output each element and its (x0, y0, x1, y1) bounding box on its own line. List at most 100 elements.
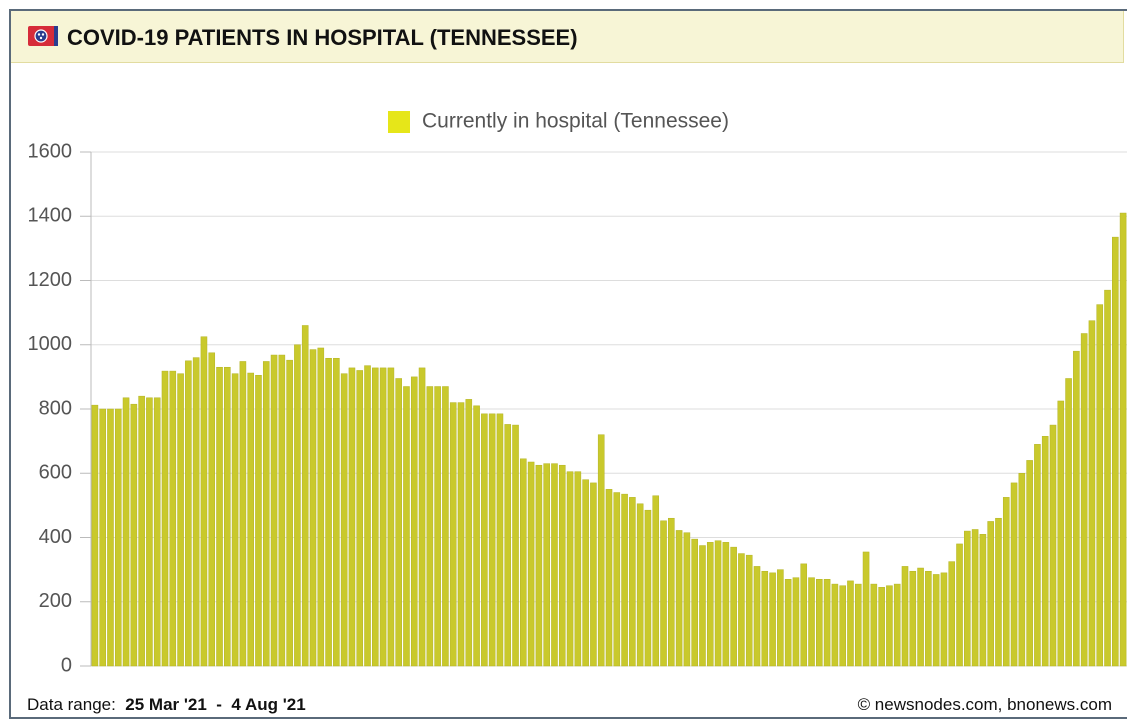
bar (925, 570, 932, 667)
bar (1080, 333, 1088, 667)
bar (1010, 482, 1018, 667)
bar (372, 367, 379, 667)
bar (496, 413, 504, 667)
bar (917, 567, 924, 667)
bar (668, 517, 675, 667)
bar (208, 352, 216, 667)
bar (621, 493, 628, 667)
data-range: Data range: 25 Mar '21 - 4 Aug '21 (27, 695, 306, 715)
bar (543, 463, 550, 667)
bar (1026, 460, 1033, 667)
bar (410, 376, 418, 667)
bar (605, 489, 613, 667)
bar (107, 408, 114, 667)
bar (465, 399, 473, 667)
bar (379, 367, 387, 667)
bar (138, 395, 145, 667)
bar (1041, 436, 1049, 667)
bar (340, 373, 348, 667)
bar (403, 386, 410, 667)
bar (738, 553, 745, 667)
bar (932, 574, 940, 667)
bar (262, 361, 270, 667)
bar (699, 545, 706, 667)
bar (247, 372, 254, 667)
bar (301, 325, 309, 667)
bar (948, 561, 956, 667)
bar (1065, 378, 1072, 667)
header: COVID-19 PATIENTS IN HOSPITAL (TENNESSEE… (11, 11, 1124, 63)
y-tick-label: 1600 (28, 140, 73, 162)
bar (893, 583, 901, 667)
bar (426, 386, 434, 667)
bar (488, 413, 496, 667)
bar (1057, 400, 1065, 667)
bar (854, 583, 862, 667)
bar (987, 521, 994, 667)
bar (979, 534, 987, 667)
bar (558, 464, 566, 667)
bar (130, 403, 138, 667)
bar (473, 405, 480, 667)
bar (995, 517, 1002, 667)
bar (551, 463, 558, 667)
y-tick-label: 1200 (28, 269, 73, 291)
bar (761, 570, 769, 667)
bar (418, 367, 426, 667)
bar (317, 347, 325, 667)
bar (847, 580, 854, 667)
y-tick-label: 1000 (28, 333, 73, 355)
bar (652, 495, 660, 667)
bar (870, 583, 878, 667)
bar (239, 361, 247, 667)
bar (784, 579, 792, 667)
bar (1119, 212, 1127, 667)
bar (831, 583, 839, 667)
bar (231, 373, 239, 667)
frame (9, 9, 1127, 719)
bar (1034, 444, 1041, 667)
y-tick-label: 600 (39, 462, 72, 484)
bar (613, 492, 621, 667)
bar (99, 408, 106, 667)
bar (333, 357, 340, 667)
bar (520, 458, 527, 667)
y-tick-label: 400 (39, 526, 72, 548)
bar (675, 530, 683, 667)
bar (714, 540, 722, 667)
bar (294, 344, 301, 667)
range-label: Data range: (27, 695, 116, 714)
title: COVID-19 PATIENTS IN HOSPITAL (TENNESSEE… (67, 25, 578, 50)
bar (504, 424, 512, 667)
bar (956, 543, 963, 667)
bar (200, 336, 208, 667)
bar (590, 482, 597, 667)
bar (395, 378, 402, 667)
bar (691, 538, 698, 667)
bar (582, 479, 589, 667)
bar (325, 357, 332, 667)
y-tick-label: 0 (61, 654, 72, 676)
bar (629, 497, 636, 667)
bar (886, 585, 893, 667)
bar (574, 471, 582, 667)
bar (1002, 497, 1010, 667)
legend-swatch (388, 111, 410, 133)
bar (971, 529, 979, 667)
y-tick-label: 1400 (28, 205, 73, 227)
bar (114, 408, 122, 667)
bar (216, 366, 223, 667)
bar (901, 566, 909, 667)
bar (816, 579, 823, 667)
bar (940, 572, 948, 667)
bar (192, 357, 200, 667)
chart: 0 200 400 600 800 1000 1200 1400 1600 Currently i… (28, 110, 1127, 676)
bar (823, 579, 831, 667)
bar (161, 370, 169, 667)
bar (1073, 350, 1080, 667)
bar (1049, 424, 1057, 667)
bar (566, 471, 574, 667)
bar (753, 566, 761, 667)
y-tick-label: 200 (39, 590, 72, 612)
